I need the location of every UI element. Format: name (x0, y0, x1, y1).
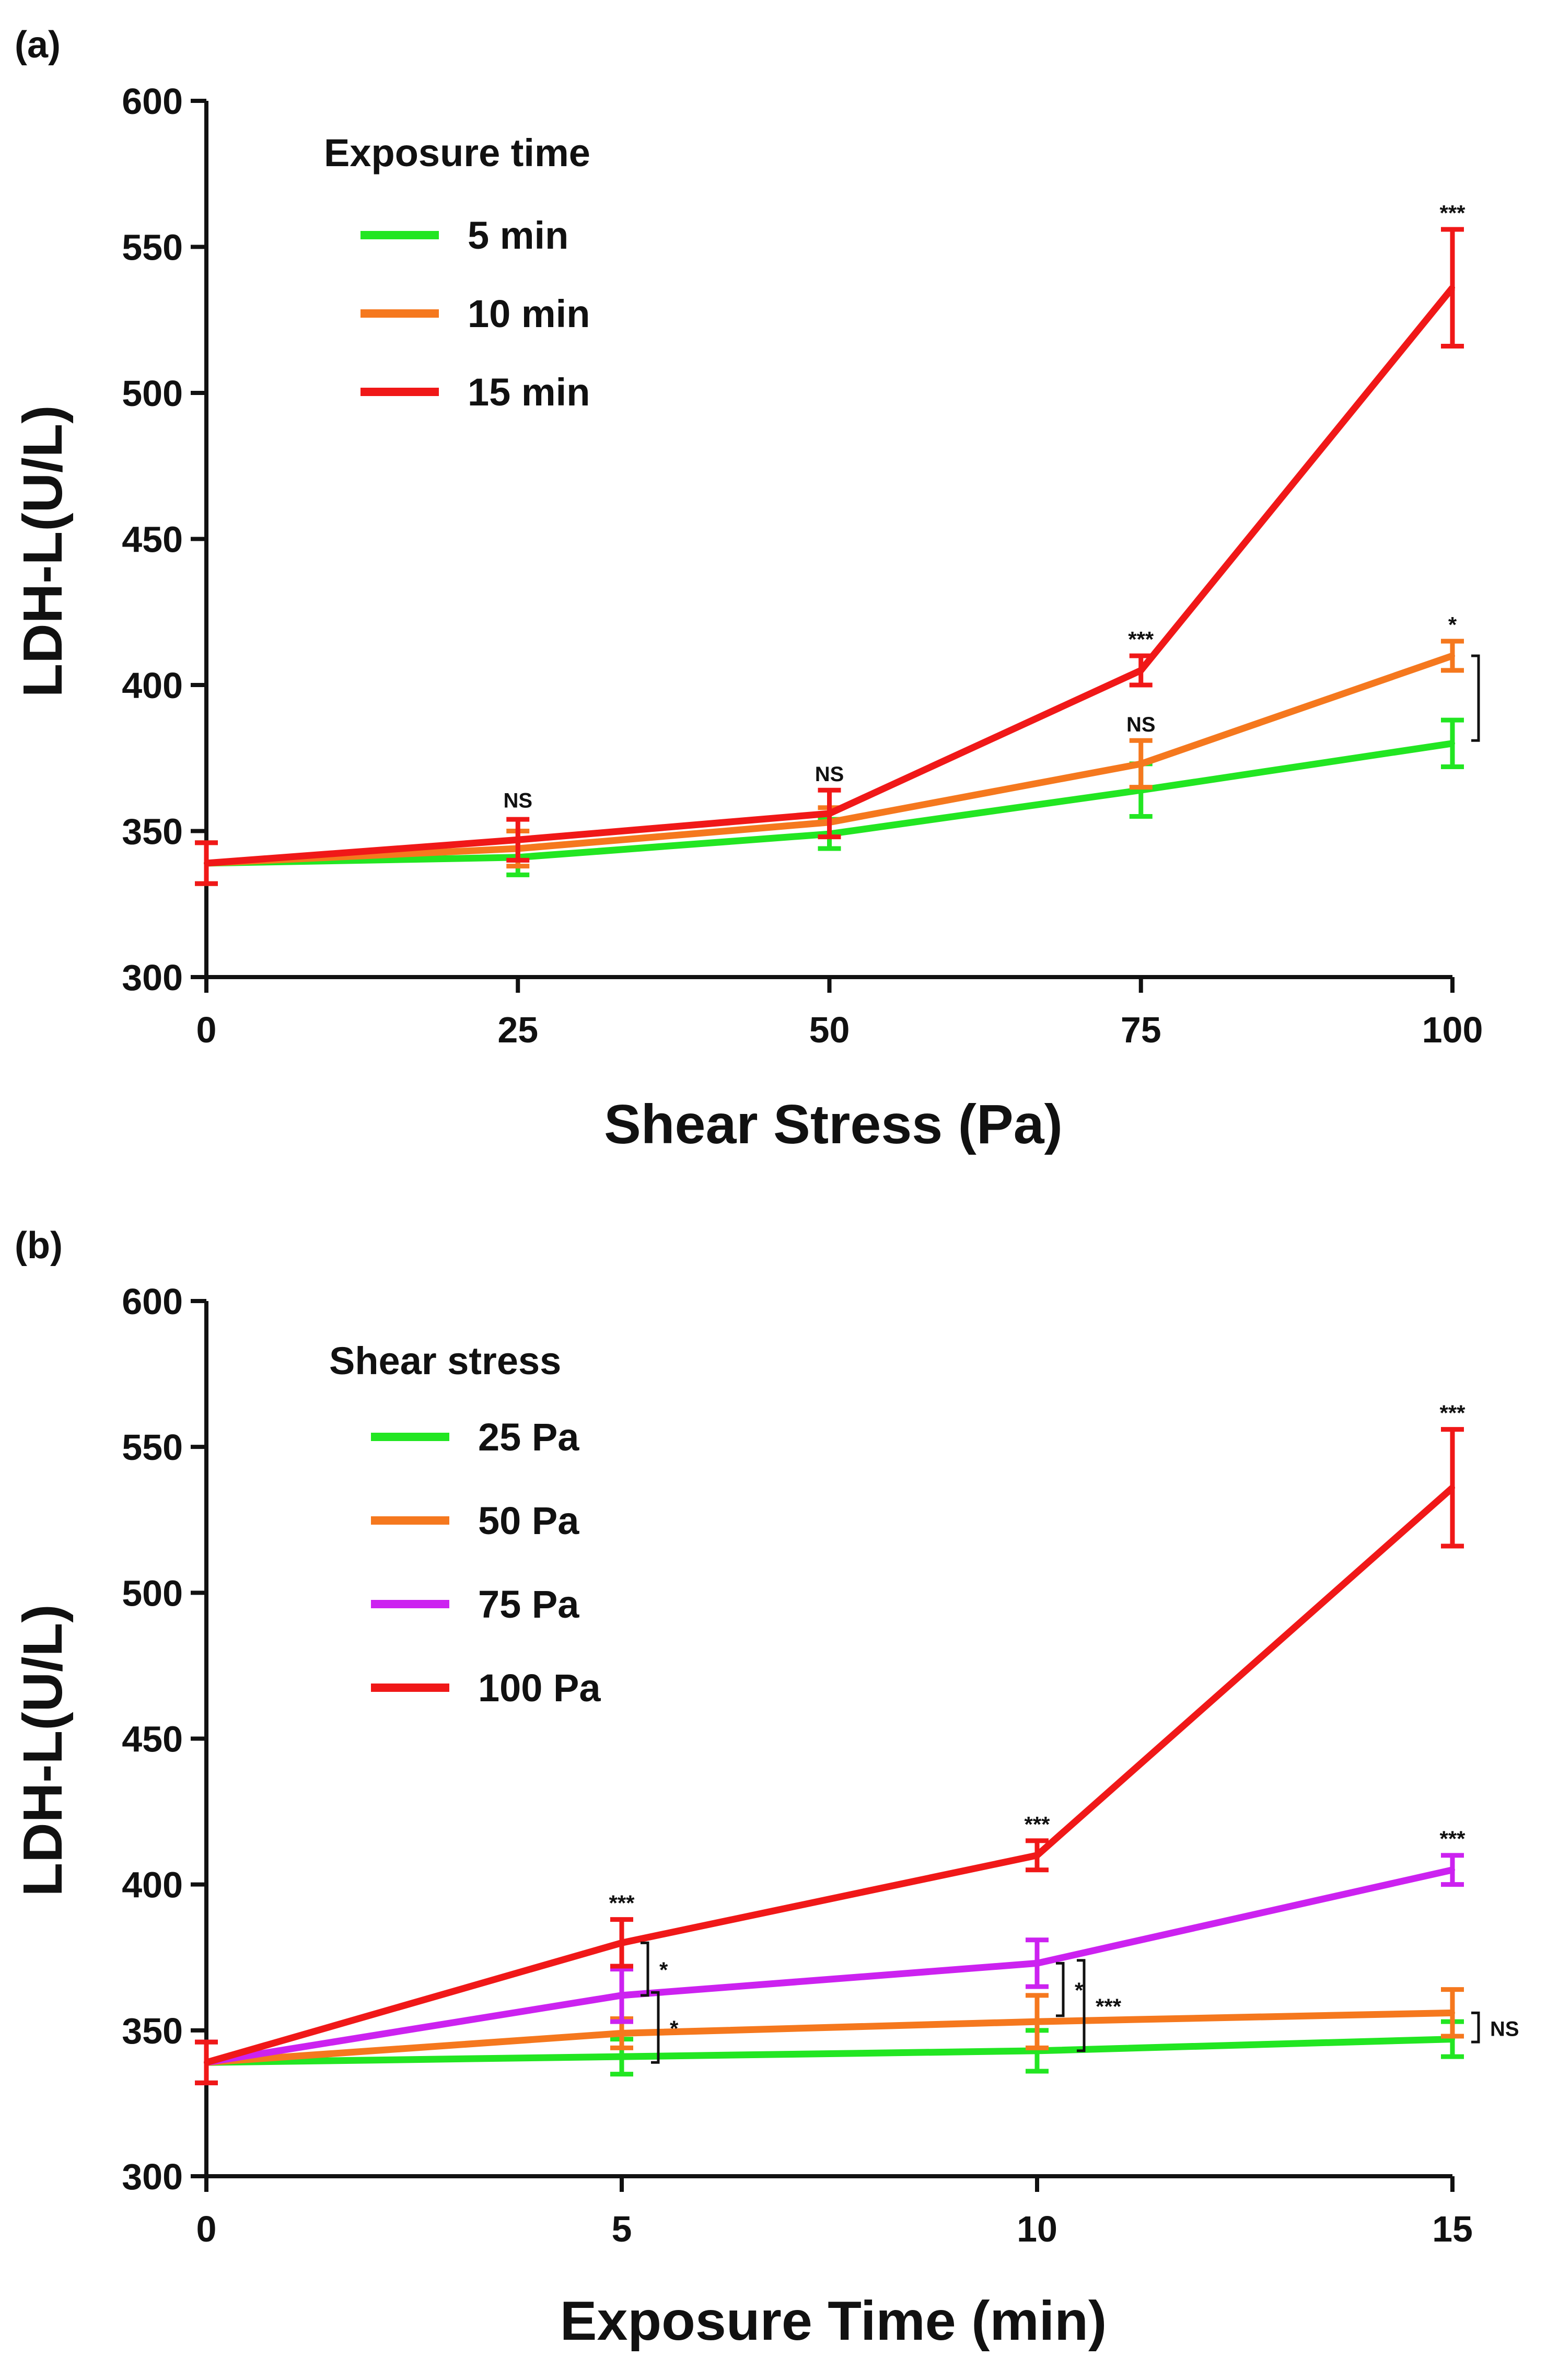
data-point (1034, 2019, 1040, 2025)
y-tick-label: 600 (122, 81, 183, 122)
x-axis-title-b: Exposure Time (min) (560, 2290, 1107, 2352)
significance-label: *** (1128, 627, 1154, 652)
bracket-label: * (659, 1958, 668, 1982)
legend-item: 75 Pa (371, 1583, 579, 1626)
bracket-label: * (1075, 1978, 1084, 2003)
y-axis-title-a: LDH-L(U/L) (12, 405, 74, 697)
y-tick-label: 550 (122, 227, 183, 268)
data-point (619, 2054, 624, 2060)
legend-a: Exposure time 5 min 10 min 15 min (324, 131, 590, 414)
significance-label: *** (1439, 1401, 1465, 1425)
significance-label: NS (503, 789, 532, 812)
series-50-pa (195, 1987, 1464, 2085)
legend-label: 15 min (468, 370, 590, 414)
comparison-bracket: NS (1471, 2011, 1519, 2044)
legend-title-a: Exposure time (324, 131, 590, 175)
y-tick-label: 500 (122, 373, 183, 414)
data-point (827, 810, 832, 816)
data-point (1138, 668, 1144, 674)
significance-label: *** (609, 1891, 635, 1915)
legend-b: Shear stress 25 Pa 50 Pa 75 Pa 100 Pa (329, 1339, 601, 1710)
x-tick-label: 25 (497, 1009, 538, 1050)
x-tick-label: 0 (196, 2209, 217, 2249)
y-tick-label: 350 (122, 2011, 183, 2051)
bracket-label: *** (1096, 1994, 1122, 2018)
data-point (515, 837, 521, 843)
x-tick-label: 50 (809, 1009, 850, 1050)
x-tick-label: 5 (612, 2209, 632, 2249)
data-point (619, 2030, 624, 2036)
series-100-pa (195, 1427, 1464, 2085)
legend-label: 75 Pa (478, 1583, 579, 1626)
bracket-label: NS (1490, 2017, 1519, 2040)
legend-item: 100 Pa (371, 1666, 601, 1710)
legend-item: 25 Pa (371, 1415, 579, 1459)
bracket-label: * (670, 2016, 679, 2040)
panel-a: (a) 300 350 400 450 500 550 600 0 25 50 75 100 NS NS… (12, 24, 1483, 1155)
data-point (1450, 740, 1455, 746)
legend-item: 50 Pa (371, 1499, 579, 1542)
significance-label: *** (1439, 1827, 1465, 1851)
y-tick-label: 350 (122, 811, 183, 852)
x-tick-label: 0 (196, 1009, 217, 1050)
comparison-bracket: * (1056, 1961, 1084, 2017)
data-point (1450, 653, 1455, 659)
data-point (1138, 761, 1144, 767)
x-axis-title-a: Shear Stress (Pa) (604, 1094, 1063, 1155)
data-point (1450, 1485, 1455, 1491)
series-line (206, 2009, 1453, 2066)
legend-item: 10 min (360, 292, 590, 335)
legend-label: 100 Pa (478, 1666, 601, 1710)
series-15-min (195, 227, 1464, 886)
y-tick-label: 500 (122, 1573, 183, 1613)
comparison-bracket (1471, 654, 1480, 742)
comparison-bracket: * (651, 1991, 679, 2064)
series-line (206, 2036, 1453, 2066)
legend-label: 10 min (468, 292, 590, 335)
data-point (1034, 1960, 1040, 1966)
series-line (205, 1866, 1453, 2066)
comparison-bracket: *** (1077, 1959, 1122, 2052)
significance-label: NS (815, 763, 844, 786)
significance-label: * (1448, 612, 1457, 637)
y-tick-label: 300 (122, 957, 183, 998)
significance-label: *** (1439, 201, 1465, 225)
y-tick-label: 400 (122, 665, 183, 706)
legend-label: 25 Pa (478, 1415, 579, 1459)
x-tick-label: 100 (1422, 1009, 1483, 1050)
data-point (1034, 1852, 1040, 1858)
data-point (1450, 2010, 1455, 2016)
x-tick-label: 10 (1017, 2209, 1057, 2249)
legend-item: 15 min (360, 370, 590, 414)
y-tick-label: 450 (122, 1719, 183, 1760)
significance-label: *** (1024, 1812, 1050, 1837)
panel-label-a: (a) (15, 24, 61, 66)
data-point (619, 1940, 624, 1946)
data-point (1450, 1867, 1455, 1873)
legend-title-b: Shear stress (329, 1339, 561, 1383)
data-point (619, 1992, 624, 1998)
y-tick-label: 400 (122, 1865, 183, 1906)
significance-label: NS (1126, 713, 1156, 736)
data-point (204, 860, 209, 866)
data-point (204, 2060, 209, 2065)
legend-label: 5 min (468, 214, 568, 257)
y-tick-label: 600 (122, 1281, 183, 1322)
data-point (1450, 285, 1455, 291)
series-line (205, 1485, 1455, 2066)
y-tick-label: 450 (122, 519, 183, 560)
y-axis-title-b: LDH-L(U/L) (12, 1604, 74, 1896)
legend-item: 5 min (360, 214, 568, 257)
y-tick-label: 300 (122, 2156, 183, 2197)
x-tick-label: 15 (1432, 2209, 1473, 2249)
comparison-bracket: * (641, 1941, 668, 1997)
legend-label: 50 Pa (478, 1499, 579, 1542)
x-tick-label: 75 (1121, 1009, 1161, 1050)
panel-label-b: (b) (15, 1225, 63, 1267)
y-tick-label: 550 (122, 1427, 183, 1468)
